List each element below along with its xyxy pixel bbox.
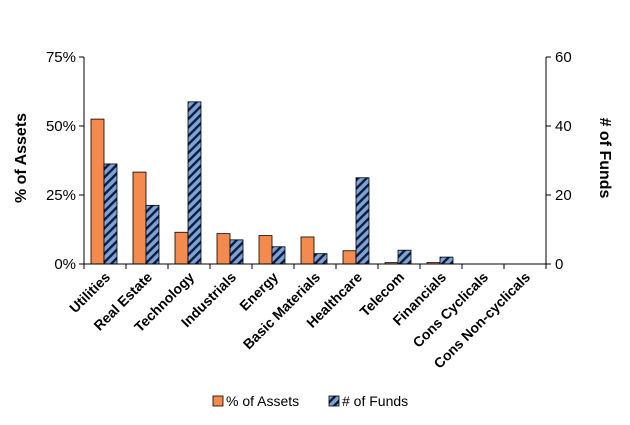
bar-funds (271, 246, 286, 265)
legend: % of Assets # of Funds (212, 393, 408, 409)
left-tick-label: 0% (54, 256, 76, 273)
legend-label-funds: # of Funds (342, 393, 408, 409)
right-tick-label: 60 (555, 49, 572, 66)
bars (90, 101, 454, 265)
bar-assets (216, 233, 231, 265)
left-tick-label: 25% (46, 187, 76, 204)
left-axis-title: % of Assets (13, 113, 30, 203)
bar-funds (145, 204, 160, 265)
category-label: Cons Cyclicals (409, 269, 491, 351)
right-axis-title: # of Funds (596, 118, 613, 199)
bar-assets (90, 118, 105, 265)
left-tick-label: 50% (46, 118, 76, 135)
left-y-axis: 0% 25% 50% 75% (46, 49, 85, 273)
right-tick-label: 0 (555, 256, 563, 273)
bar-funds (103, 163, 118, 265)
bar-funds (397, 249, 412, 265)
right-tick-label: 20 (555, 187, 572, 204)
bar-assets (300, 236, 315, 265)
bar-funds (187, 101, 202, 265)
bar-funds (439, 256, 454, 265)
legend-swatch-assets (212, 395, 224, 407)
right-tick-label: 40 (555, 118, 572, 135)
bar-assets (132, 171, 147, 265)
bar-funds (355, 177, 370, 265)
bar-assets (342, 250, 357, 265)
bar-assets (174, 231, 189, 265)
legend-label-assets: % of Assets (226, 393, 299, 409)
bar-assets (258, 235, 273, 265)
left-tick-label: 75% (46, 49, 76, 66)
bar-funds (313, 253, 328, 265)
bar-funds (229, 239, 244, 265)
category-label: Basic Materials (240, 269, 324, 353)
legend-swatch-funds (328, 395, 340, 407)
right-y-axis: 0 20 40 60 (545, 49, 572, 273)
